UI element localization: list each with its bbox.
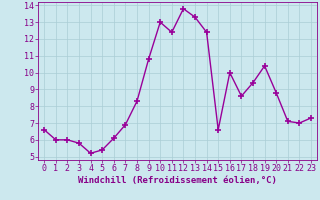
X-axis label: Windchill (Refroidissement éolien,°C): Windchill (Refroidissement éolien,°C) [78,176,277,185]
